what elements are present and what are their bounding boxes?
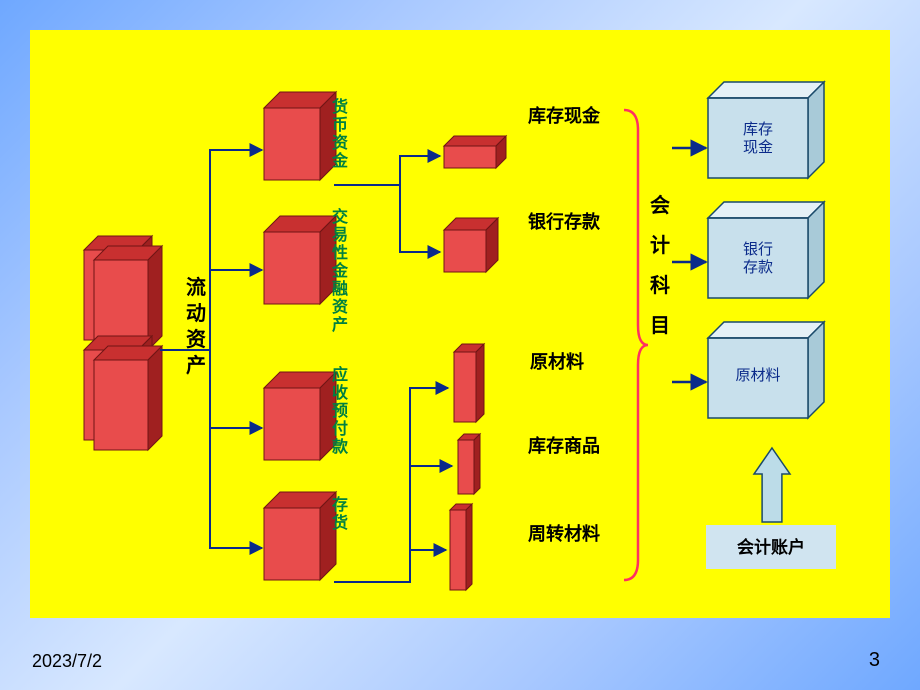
svg-text:存货: 存货 (332, 495, 348, 532)
svg-text:周转材料: 周转材料 (528, 523, 600, 544)
svg-text:库存现金: 库存现金 (528, 105, 601, 126)
svg-text:会计账户: 会计账户 (737, 537, 805, 557)
svg-text:货币资金: 货币资金 (331, 97, 349, 170)
svg-text:原材料: 原材料 (530, 351, 584, 372)
svg-text:应收预付款: 应收预付款 (332, 365, 349, 456)
diagram-svg: 流动资产 货币资金交易性金融资产应收预付款存货 库存现金银行存款原材料库存商品周转材… (0, 0, 920, 690)
footer-page: 3 (869, 649, 880, 672)
svg-text:会计科目: 会计科目 (650, 193, 670, 337)
svg-text:库存商品: 库存商品 (528, 435, 600, 456)
svg-text:交易性金融资产: 交易性金融资产 (331, 207, 349, 334)
footer-date: 2023/7/2 (32, 651, 102, 672)
svg-text:流动资产: 流动资产 (186, 275, 206, 377)
svg-text:银行存款: 银行存款 (528, 211, 601, 232)
svg-text:原材料: 原材料 (735, 367, 780, 384)
